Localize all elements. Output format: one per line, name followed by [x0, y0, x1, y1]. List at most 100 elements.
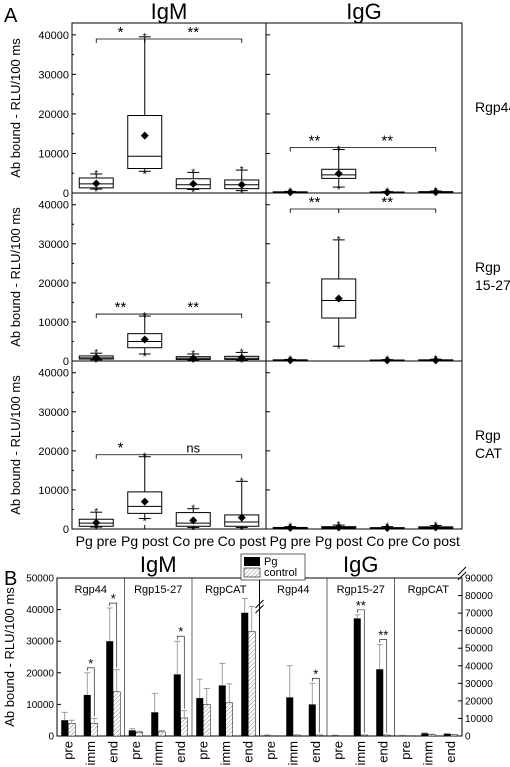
x-category-label: end — [240, 741, 255, 763]
bar-pg — [173, 674, 181, 736]
group-title: Rgp44 — [75, 584, 107, 596]
row-label: CAT — [475, 445, 502, 461]
row-label: Rgp44 — [475, 99, 510, 115]
x-category-label: Pg post — [315, 533, 363, 549]
y-tick-label: 20000 — [38, 446, 69, 458]
box-mean-marker — [383, 524, 392, 533]
box-outlier-min: * — [143, 352, 147, 363]
y-tick-label: 30000 — [38, 407, 69, 419]
y-tick-label-right: 0 — [465, 732, 471, 743]
bar-pg — [331, 735, 339, 736]
box-mean-marker — [140, 497, 149, 506]
box-mean-marker — [334, 294, 343, 303]
bar-pg — [241, 612, 249, 736]
bar-control — [450, 734, 458, 737]
x-category-label: pre — [195, 741, 210, 760]
box-mean-marker — [189, 516, 198, 525]
x-category-label: end — [173, 741, 188, 763]
bar-pg — [83, 694, 91, 736]
significance-label: ** — [381, 194, 393, 211]
y-tick-label: 30000 — [38, 239, 69, 251]
y-axis-label: Ab bound - RLU/100 ms — [2, 587, 17, 727]
axis-break-mark — [255, 599, 264, 609]
significance-label: ** — [115, 299, 127, 316]
x-category-label: end — [105, 741, 120, 763]
y-tick-label-left: 40000 — [26, 605, 54, 616]
significance-label: * — [178, 624, 183, 639]
x-category-label: Co pre — [366, 533, 408, 549]
box-mean-marker — [237, 353, 246, 362]
box-mean-marker — [334, 523, 343, 532]
box-mean-marker — [286, 523, 295, 532]
y-tick-label-left: 0 — [48, 732, 54, 743]
bar-pg — [61, 720, 69, 736]
box-mean-marker — [334, 169, 343, 178]
x-category-label: imm — [83, 741, 98, 766]
box-outlier-min: * — [434, 359, 438, 370]
y-tick-label-right: 30000 — [465, 679, 493, 690]
y-tick-label: 10000 — [38, 148, 69, 160]
bar-control — [113, 691, 121, 737]
box-outlier-min: * — [337, 185, 341, 196]
box-mean-marker — [92, 518, 101, 527]
y-tick-label-right: 40000 — [465, 661, 493, 672]
box-mean-marker — [286, 356, 295, 365]
row-label: 15-27 — [475, 277, 510, 293]
y-tick-label-right: 10000 — [465, 714, 493, 725]
box-mean-marker — [431, 188, 440, 197]
y-tick-label: 30000 — [38, 69, 69, 81]
bar-pg — [286, 697, 294, 736]
x-category-label: imm — [420, 741, 435, 766]
bar-control — [68, 723, 76, 737]
x-category-label: end — [308, 741, 323, 763]
x-category-label: Co post — [218, 533, 266, 549]
group-title: RgpCAT — [408, 584, 450, 596]
box-outlier-max: * — [94, 507, 98, 518]
box-outlier-min: * — [288, 527, 292, 538]
box-outlier-min: * — [240, 189, 244, 200]
box-outlier-min: * — [94, 358, 98, 369]
bar-control — [203, 704, 211, 737]
box-outlier-min: * — [288, 359, 292, 370]
box-outlier-min: * — [94, 187, 98, 198]
row-label: Rgp — [475, 259, 501, 275]
bar-control — [180, 717, 188, 737]
box-outlier-min: * — [385, 527, 389, 538]
bar-pg — [421, 733, 429, 736]
significance-bracket — [311, 678, 320, 733]
panel-a-label: A — [4, 5, 18, 27]
bar-control — [428, 734, 436, 737]
box-mean-marker — [286, 188, 295, 197]
significance-label: * — [313, 666, 318, 681]
legend-label-pg: Pg — [264, 556, 277, 568]
y-tick-label: 20000 — [38, 278, 69, 290]
bar-pg — [353, 618, 361, 736]
axis-break-mark — [255, 604, 264, 614]
y-tick-label: 0 — [63, 356, 69, 368]
box-outlier-min: * — [240, 358, 244, 369]
significance-bracket — [379, 639, 388, 733]
axis-break-mark — [457, 566, 467, 576]
significance-label: * — [118, 440, 124, 457]
x-category-label: imm — [150, 741, 165, 766]
bar-pg — [151, 712, 159, 736]
y-tick-label-right: 70000 — [465, 609, 493, 620]
box-outlier-min: * — [143, 169, 147, 180]
significance-label: ** — [356, 598, 366, 613]
bar-pg — [218, 685, 226, 736]
panel-a-boxplots: IgM IgG 0 10000 20000 30000 40000 Ab bound - RL… — [8, 0, 510, 549]
box-outlier-min: * — [94, 525, 98, 536]
y-tick-label: 40000 — [38, 368, 69, 380]
box-outlier-min: * — [143, 516, 147, 527]
box-mean-marker — [431, 356, 440, 365]
significance-bracket — [144, 38, 243, 43]
bar-pg — [308, 704, 316, 736]
box-outlier-min: * — [191, 358, 195, 369]
y-tick-label-right: 90000 — [465, 574, 493, 585]
bar-pg — [106, 641, 114, 736]
x-category-label: imm — [218, 741, 233, 766]
y-tick-label-right: 20000 — [465, 696, 493, 707]
box-mean-marker — [237, 180, 246, 189]
significance-label: ** — [309, 194, 321, 211]
column-title-igm: IgM — [151, 0, 188, 24]
